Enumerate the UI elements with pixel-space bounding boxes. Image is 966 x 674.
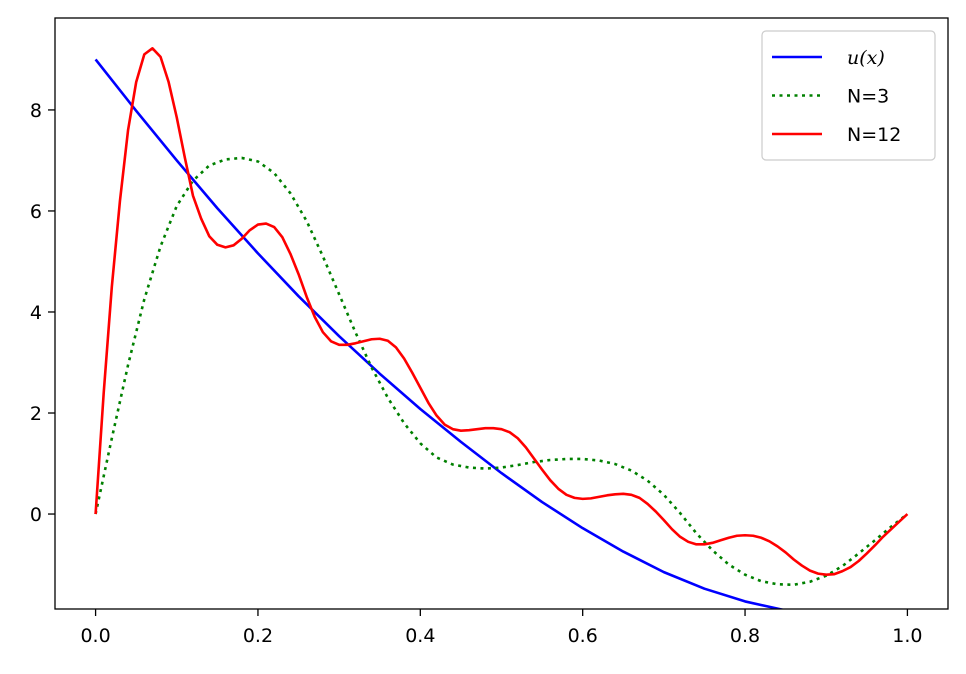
- plot-area: [94, 47, 909, 609]
- legend-label-2: N=12: [847, 124, 901, 146]
- series-line-0: [94, 58, 786, 609]
- axes-frame: [54, 17, 949, 610]
- x-tick-label: 0.4: [405, 625, 435, 647]
- x-tick-label: 0.2: [243, 625, 273, 647]
- x-tick-label: 0.6: [568, 625, 598, 647]
- x-tick-label: 0.0: [80, 625, 110, 647]
- series-line-2: [94, 47, 909, 576]
- legend-label-1: N=3: [847, 86, 889, 108]
- legend: u(x) N=3 N=12: [761, 30, 936, 161]
- x-tick-label: 1.0: [892, 625, 922, 647]
- y-tick-label: 0: [30, 504, 42, 526]
- x-tick-label: 0.8: [730, 625, 760, 647]
- legend-box: [761, 30, 936, 161]
- axis-ticks: 0.0 0.2 0.4 0.6 0.8 1.0 0 2 4 6 8: [30, 100, 923, 647]
- y-tick-label: 4: [30, 302, 42, 324]
- y-tick-label: 6: [30, 201, 42, 223]
- y-tick-label: 2: [30, 403, 42, 425]
- legend-label-0: u(x): [847, 47, 885, 69]
- y-tick-label: 8: [30, 100, 42, 122]
